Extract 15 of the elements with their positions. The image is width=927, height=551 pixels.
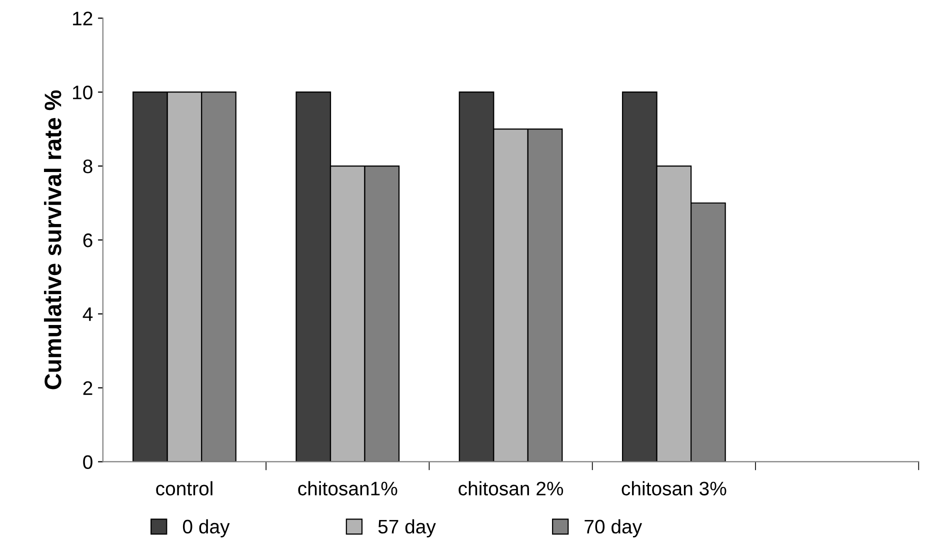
legend-label: 70 day <box>584 519 642 538</box>
y-axis-title: Cumulative survival rate % <box>44 90 62 390</box>
y-tick-label: 8 <box>83 160 92 174</box>
legend-label: 57 day <box>378 519 436 538</box>
y-tick-label: 10 <box>73 86 92 100</box>
y-tick-label: 0 <box>83 455 92 469</box>
x-tick-label: chitosan 2% <box>458 481 564 496</box>
y-tick-label: 4 <box>82 308 93 321</box>
y-tick-label: 6 <box>83 233 92 248</box>
y-tick-label: 12 <box>73 12 92 26</box>
x-tick-label: chitosan 3% <box>622 481 726 496</box>
x-tick-label: chitosan1% <box>298 481 398 496</box>
legend-label: 0 day <box>182 519 230 538</box>
y-tick-label: 2 <box>83 381 92 395</box>
x-tick-label: control <box>156 481 212 496</box>
